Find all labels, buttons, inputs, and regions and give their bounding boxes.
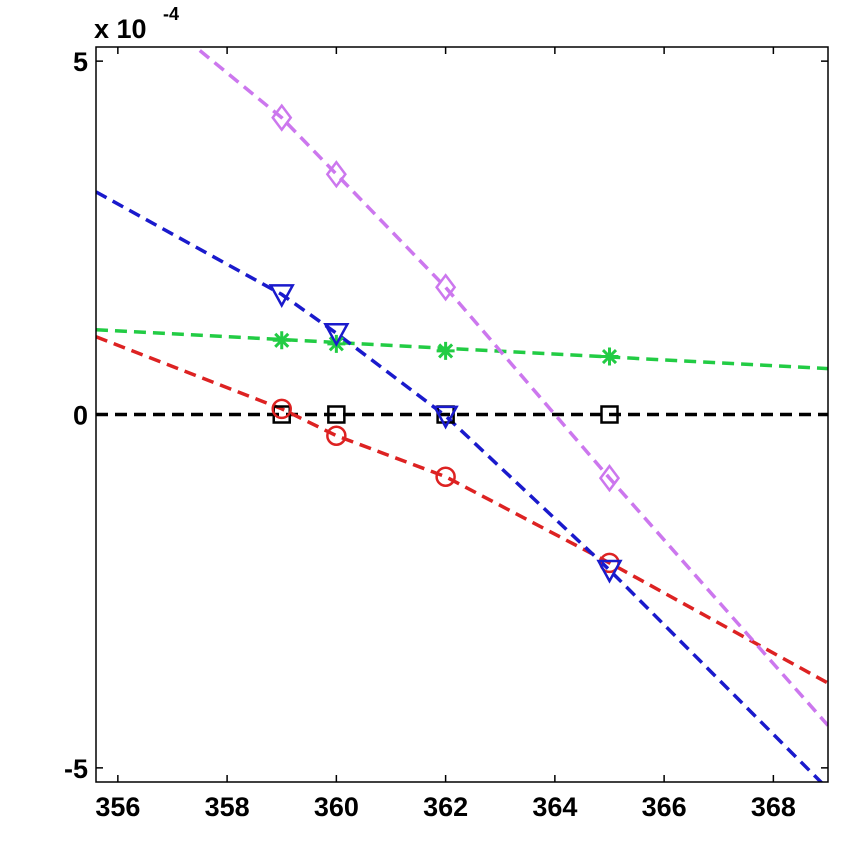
data-point-circle — [271, 398, 292, 420]
data-point-triangle-down — [323, 322, 350, 347]
data-point-circle — [435, 466, 456, 487]
axis-layer: 356 358 360 362 364 366 368 -5 0 5 — [64, 47, 828, 822]
y-tick-label: 5 — [73, 47, 88, 77]
data-point-square — [600, 405, 619, 424]
data-point-triangle-down — [432, 405, 459, 430]
x-tick-label: 368 — [751, 792, 796, 822]
series-line-triangle-down — [96, 190, 824, 782]
data-point-diamond — [435, 273, 457, 302]
y-tick-label: 0 — [73, 401, 88, 431]
data-point-asterisk — [600, 347, 619, 366]
y-tick-label: -5 — [64, 754, 88, 784]
y-multiplier-exponent: -4 — [163, 4, 179, 24]
x-tick-label: 366 — [642, 792, 687, 822]
x-tick-label: 364 — [532, 792, 577, 822]
data-point-diamond — [598, 464, 621, 493]
data-point-diamond — [271, 103, 293, 132]
x-tick-label: 360 — [314, 792, 359, 822]
series-line-diamond — [198, 49, 828, 727]
data-point-square — [327, 405, 346, 424]
x-tick-label: 362 — [423, 792, 468, 822]
data-point-asterisk — [272, 331, 291, 350]
x-tick-label: 358 — [205, 792, 250, 822]
data-point-triangle-down — [596, 559, 623, 584]
data-point-triangle-down — [268, 284, 295, 308]
marker-layer — [268, 103, 623, 584]
y-multiplier-base: x 10 — [94, 14, 147, 44]
data-point-asterisk — [436, 341, 455, 360]
x-tick-label: 356 — [95, 792, 140, 822]
data-point-diamond — [325, 160, 347, 189]
series-layer — [96, 49, 828, 782]
series-line-asterisk — [96, 327, 828, 371]
data-point-circle — [326, 425, 347, 446]
